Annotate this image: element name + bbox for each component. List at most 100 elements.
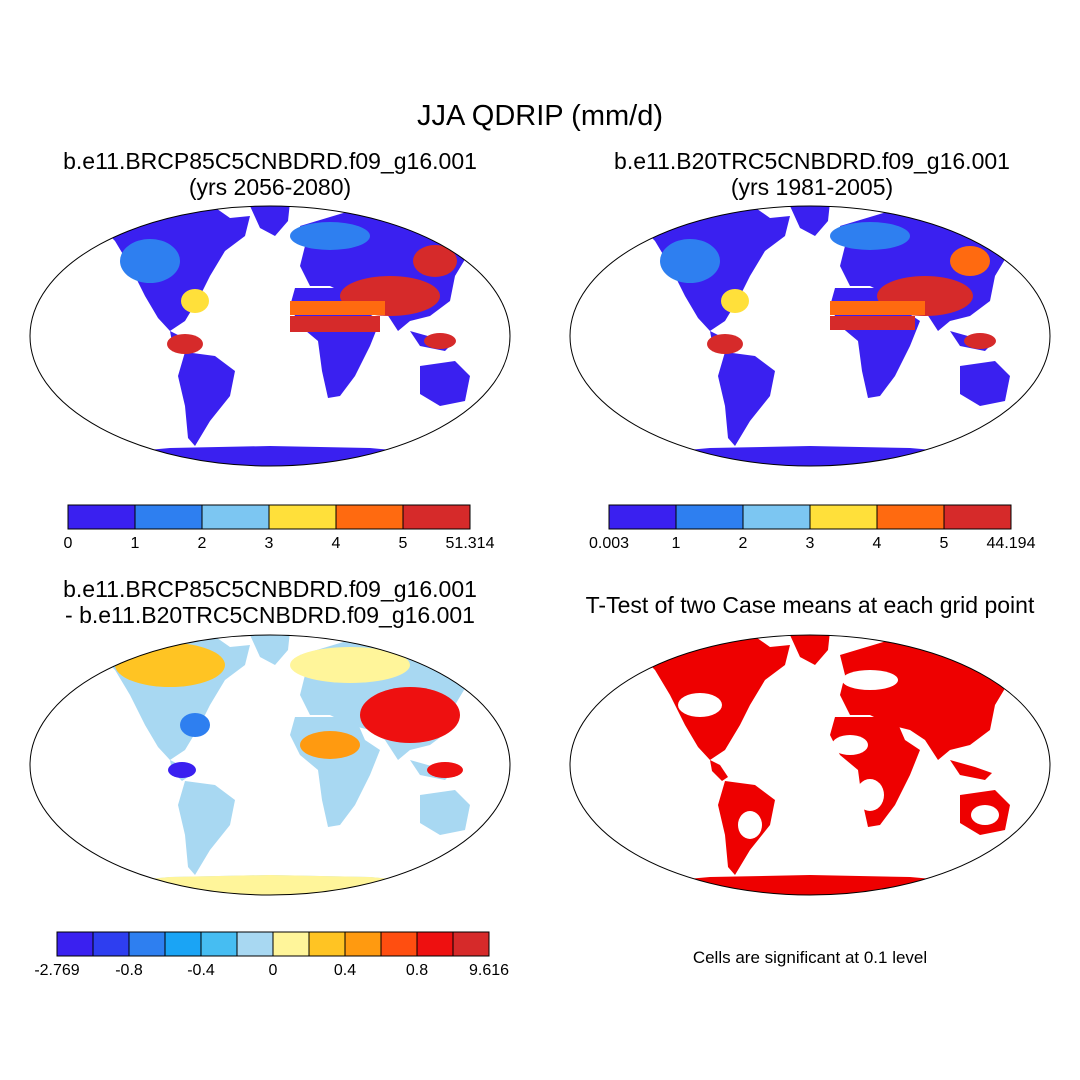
- panel-title-case: b.e11.BRCP85C5CNBDRD.f09_g16.001 (yrs 20…: [20, 148, 520, 200]
- panel-title-difference-line1: b.e11.BRCP85C5CNBDRD.f09_g16.001: [63, 576, 477, 602]
- colorbar-difference: [56, 931, 490, 957]
- colorbar-case-swatch-4: [335, 504, 404, 530]
- colorbar-control-swatch-5: [943, 504, 1012, 530]
- map-case-outline: [29, 205, 511, 467]
- colorbar-difference-swatch-7: [308, 931, 346, 957]
- map-ttest-outline: [569, 634, 1051, 896]
- colorbar-difference-tick-4: 0.4: [333, 962, 357, 979]
- colorbar-difference-swatch-1: [92, 931, 130, 957]
- heavy-rain-sahel: [830, 316, 915, 330]
- increase-eurasia: [290, 647, 410, 683]
- colorbar-difference-swatch-3: [164, 931, 202, 957]
- panel-title-case-line1: b.e11.BRCP85C5CNBDRD.f09_g16.001: [63, 148, 477, 174]
- rain-north-africa: [830, 301, 925, 315]
- colorbar-case-tick-5: 5: [398, 535, 408, 552]
- not-significant-2: [842, 670, 898, 690]
- colorbar-control-tick-0: 0.003: [588, 535, 630, 552]
- colorbar-control-swatch-2: [742, 504, 811, 530]
- increase-africa: [300, 731, 360, 759]
- colorbar-case-swatch-2: [201, 504, 270, 530]
- colorbar-difference-swatch-9: [380, 931, 418, 957]
- heavy-rain-east-asia: [413, 245, 457, 277]
- panel-title-difference-line2: - b.e11.B20TRC5CNBDRD.f09_g16.001: [65, 602, 475, 628]
- heavy-rain-central-america: [167, 334, 203, 354]
- colorbar-case-tick-0: 0: [63, 535, 73, 552]
- colorbar-difference-swatch-2: [128, 931, 166, 957]
- rain-east-asia: [950, 246, 990, 276]
- map-control-outline: [569, 205, 1051, 467]
- map-case: [29, 205, 511, 467]
- colorbar-difference-swatch-5: [236, 931, 274, 957]
- not-significant-6: [856, 779, 884, 811]
- colorbar-case-swatch-1: [134, 504, 203, 530]
- colorbar-control-tick-1: 1: [671, 535, 681, 552]
- colorbar-case: [67, 504, 471, 530]
- colorbar-difference-swatch-8: [344, 931, 382, 957]
- main-title: JJA QDRIP (mm/d): [417, 100, 663, 132]
- panel-title-difference: b.e11.BRCP85C5CNBDRD.f09_g16.001 - b.e11…: [20, 576, 520, 628]
- heavy-rain-indonesia: [964, 333, 996, 349]
- colorbar-case-tick-4: 4: [331, 535, 341, 552]
- colorbar-case-swatch-3: [268, 504, 337, 530]
- heavy-rain-indonesia: [424, 333, 456, 349]
- rain-europe: [830, 222, 910, 250]
- colorbar-control-tick-4: 4: [872, 535, 882, 552]
- colorbar-case-tick-3: 3: [264, 535, 274, 552]
- map-ttest: [569, 634, 1051, 896]
- colorbar-difference-tick-5: 0.8: [405, 962, 429, 979]
- colorbar-difference-tick-6: 9.616: [468, 962, 510, 979]
- colorbar-control: [608, 504, 1012, 530]
- colorbar-case-tick-2: 2: [197, 535, 207, 552]
- colorbar-control-tick-5: 5: [939, 535, 949, 552]
- colorbar-control-swatch-0: [608, 504, 677, 530]
- decrease-us-east: [180, 713, 210, 737]
- colorbar-case-tick-6: 51.314: [445, 535, 495, 552]
- panel-title-control-line1: b.e11.B20TRC5CNBDRD.f09_g16.001: [614, 148, 1010, 174]
- colorbar-control-tick-2: 2: [738, 535, 748, 552]
- rain-us-east: [721, 289, 749, 313]
- colorbar-difference-swatch-0: [56, 931, 94, 957]
- colorbar-difference-swatch-11: [452, 931, 490, 957]
- heavy-rain-central-america: [707, 334, 743, 354]
- not-significant-1: [678, 693, 722, 717]
- colorbar-case-tick-1: 1: [130, 535, 140, 552]
- significance-note: Cells are significant at 0.1 level: [692, 948, 928, 967]
- colorbar-difference-tick-3: 0: [268, 962, 278, 979]
- panel-title-control-line2: (yrs 1981-2005): [730, 174, 894, 200]
- panel-title-case-line2: (yrs 2056-2080): [188, 174, 352, 200]
- not-significant-5: [971, 805, 999, 825]
- colorbar-control-swatch-1: [675, 504, 744, 530]
- decrease-central-america: [168, 762, 196, 778]
- colorbar-difference-tick-0: -2.769: [34, 962, 80, 979]
- rain-north-africa: [290, 301, 385, 315]
- colorbar-control-tick-6: 44.194: [986, 535, 1036, 552]
- colorbar-difference-tick-1: -0.8: [115, 962, 143, 979]
- rain-canada: [660, 239, 720, 283]
- colorbar-difference-tick-2: -0.4: [187, 962, 215, 979]
- colorbar-control-tick-3: 3: [805, 535, 815, 552]
- map-difference: [29, 634, 511, 896]
- heavy-rain-sahel: [290, 316, 380, 332]
- increase-indonesia: [427, 762, 463, 778]
- panel-title-ttest: T-Test of two Case means at each grid po…: [550, 592, 1070, 618]
- not-significant-4: [738, 811, 762, 839]
- not-significant-3: [832, 735, 868, 755]
- rain-canada: [120, 239, 180, 283]
- rain-europe: [290, 222, 370, 250]
- colorbar-case-swatch-5: [402, 504, 471, 530]
- colorbar-difference-swatch-10: [416, 931, 454, 957]
- increase-north-america: [115, 643, 225, 687]
- colorbar-case-swatch-0: [67, 504, 136, 530]
- antarctica-difference: [80, 875, 460, 895]
- colorbar-difference-swatch-6: [272, 931, 310, 957]
- rain-us-east: [181, 289, 209, 313]
- colorbar-control-swatch-3: [809, 504, 878, 530]
- panel-title-control: b.e11.B20TRC5CNBDRD.f09_g16.001 (yrs 198…: [562, 148, 1062, 200]
- increase-asia: [360, 687, 460, 743]
- colorbar-difference-swatch-4: [200, 931, 238, 957]
- map-control: [569, 205, 1051, 467]
- colorbar-control-swatch-4: [876, 504, 945, 530]
- map-difference-outline: [29, 634, 511, 896]
- panel-title-ttest-line1: T-Test of two Case means at each grid po…: [585, 592, 1035, 618]
